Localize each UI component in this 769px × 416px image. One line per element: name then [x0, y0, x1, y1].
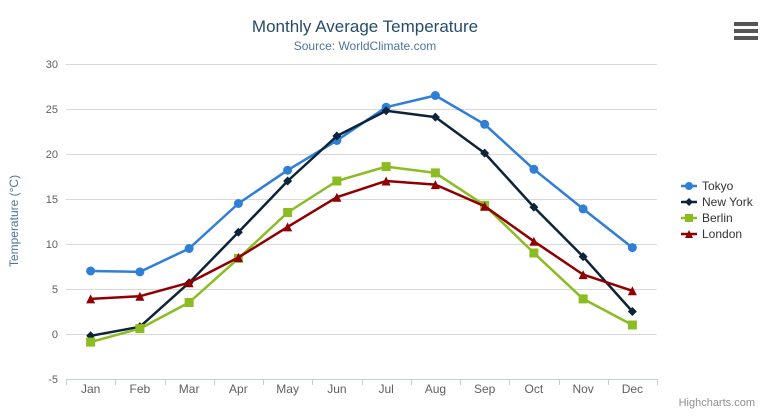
- data-point-london[interactable]: [283, 222, 293, 232]
- x-axis-label: Jun: [327, 382, 346, 396]
- data-point-new-york[interactable]: [529, 202, 539, 212]
- data-point-berlin[interactable]: [332, 176, 342, 186]
- legend-symbol: [685, 198, 693, 206]
- triangle-series-marker-icon: [681, 230, 697, 238]
- credits-link[interactable]: Highcharts.com: [678, 397, 755, 409]
- series-line-tokyo[interactable]: [89, 94, 634, 274]
- hamburger-icon: [734, 36, 758, 40]
- legend: Tokyo New York Berlin London: [681, 178, 753, 242]
- data-point-new-york[interactable]: [381, 106, 391, 116]
- legend-label-new-york: New York: [702, 195, 753, 209]
- data-point-tokyo[interactable]: [184, 244, 194, 253]
- data-point-new-york[interactable]: [578, 252, 588, 262]
- x-axis-label: Apr: [229, 382, 248, 396]
- data-point-tokyo[interactable]: [529, 164, 539, 174]
- data-point-london[interactable]: [184, 278, 194, 288]
- legend-item-berlin[interactable]: Berlin: [681, 210, 753, 226]
- data-point-new-york[interactable]: [627, 307, 637, 316]
- y-axis-label: 0: [52, 329, 58, 341]
- data-point-london[interactable]: [233, 253, 243, 262]
- export-menu-button[interactable]: [732, 19, 760, 43]
- data-point-tokyo[interactable]: [233, 199, 243, 208]
- legend-item-new-york[interactable]: New York: [681, 194, 753, 210]
- data-point-new-york[interactable]: [480, 148, 490, 158]
- data-point-london[interactable]: [627, 286, 637, 296]
- y-axis-label: 20: [46, 149, 58, 161]
- data-point-new-york[interactable]: [430, 112, 440, 122]
- data-point-berlin[interactable]: [430, 168, 440, 178]
- data-point-london[interactable]: [86, 294, 96, 304]
- data-point-tokyo[interactable]: [627, 243, 637, 253]
- legend-label-london: London: [702, 227, 743, 241]
- y-axis-label: 15: [46, 194, 58, 206]
- data-point-tokyo[interactable]: [578, 204, 588, 214]
- legend-item-london[interactable]: London: [681, 226, 753, 242]
- data-point-london[interactable]: [529, 236, 539, 246]
- data-point-london[interactable]: [381, 176, 391, 186]
- x-axis-label: Aug: [425, 382, 446, 396]
- data-point-london[interactable]: [135, 291, 145, 301]
- data-point-tokyo[interactable]: [480, 119, 490, 129]
- data-point-tokyo[interactable]: [283, 165, 293, 175]
- data-point-tokyo[interactable]: [135, 267, 145, 277]
- series-line-new-york[interactable]: [89, 109, 634, 338]
- data-point-berlin[interactable]: [381, 162, 391, 172]
- data-point-berlin[interactable]: [627, 320, 637, 330]
- x-axis-label: Sep: [474, 382, 496, 396]
- data-point-new-york[interactable]: [283, 176, 293, 186]
- hamburger-icon: [734, 29, 758, 33]
- data-point-berlin[interactable]: [135, 324, 145, 334]
- circle-series-marker-icon: [681, 182, 697, 190]
- x-axis-label: May: [276, 382, 299, 396]
- x-axis-label: Feb: [130, 382, 151, 396]
- legend-label-berlin: Berlin: [702, 211, 733, 225]
- square-series-marker-icon: [681, 214, 697, 222]
- series-line-berlin[interactable]: [89, 165, 634, 344]
- data-point-tokyo[interactable]: [86, 266, 96, 276]
- legend-symbol: [685, 182, 693, 190]
- x-axis-label: Dec: [622, 382, 643, 396]
- y-axis-label: 5: [52, 284, 58, 296]
- data-point-london[interactable]: [332, 192, 342, 202]
- y-axis-label: 25: [46, 104, 58, 116]
- y-axis-title: Temperature (°C): [7, 174, 21, 268]
- chart-title: Monthly Average Temperature: [251, 17, 479, 36]
- x-axis-label: Mar: [179, 382, 200, 396]
- legend-symbol: [685, 230, 693, 238]
- data-point-london[interactable]: [430, 180, 440, 190]
- y-axis-label: 10: [46, 239, 58, 251]
- data-point-berlin[interactable]: [184, 298, 194, 307]
- x-axis-label: Oct: [525, 382, 544, 396]
- diamond-series-marker-icon: [681, 198, 697, 206]
- x-axis-label: Jan: [81, 382, 100, 396]
- chart-subtitle: Source: WorldClimate.com: [293, 39, 437, 53]
- data-point-london[interactable]: [578, 270, 588, 280]
- data-point-berlin[interactable]: [283, 208, 293, 217]
- data-point-new-york[interactable]: [332, 131, 342, 141]
- x-axis-label: Jul: [378, 382, 393, 396]
- legend-item-tokyo[interactable]: Tokyo: [681, 178, 753, 194]
- hamburger-icon: [734, 22, 758, 26]
- y-axis-label: 30: [46, 59, 58, 71]
- data-point-tokyo[interactable]: [430, 91, 440, 100]
- legend-symbol: [685, 214, 693, 222]
- data-point-london[interactable]: [480, 201, 490, 211]
- legend-label-tokyo: Tokyo: [702, 179, 734, 193]
- data-point-berlin[interactable]: [529, 248, 539, 258]
- data-point-berlin[interactable]: [86, 337, 96, 347]
- data-point-berlin[interactable]: [578, 294, 588, 304]
- x-axis-label: Nov: [572, 382, 593, 396]
- series-line-london[interactable]: [89, 179, 634, 301]
- data-point-new-york[interactable]: [233, 227, 243, 237]
- y-axis-label: -5: [48, 374, 58, 386]
